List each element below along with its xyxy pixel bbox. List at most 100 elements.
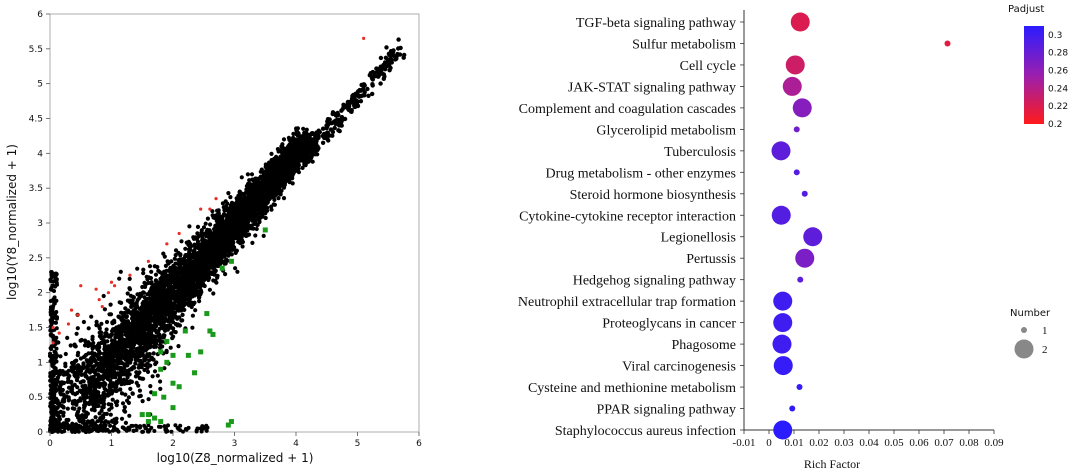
- nosig-point: [107, 312, 112, 317]
- nosig-point: [254, 226, 259, 232]
- nosig-point: [207, 287, 212, 292]
- nosig-point: [215, 275, 220, 280]
- nosig-point: [214, 280, 219, 285]
- nosig-point: [61, 413, 66, 418]
- nosig-point: [96, 341, 101, 346]
- nosig-point: [118, 387, 123, 392]
- nosig-point: [209, 248, 214, 253]
- nosig-point: [78, 338, 83, 343]
- nosig-point: [104, 355, 109, 360]
- nosig-point: [144, 344, 149, 349]
- nosig-point: [76, 415, 81, 420]
- nosig-point: [201, 225, 207, 230]
- nosig-point: [290, 181, 295, 186]
- nosig-point: [161, 275, 166, 280]
- nosig-point: [242, 225, 247, 230]
- nosig-point: [102, 307, 107, 312]
- nosig-point: [232, 215, 237, 221]
- nosig-point: [154, 279, 159, 284]
- nosig-point: [178, 266, 183, 271]
- nosig-point: [138, 291, 143, 296]
- nosig-point: [108, 370, 113, 375]
- nosig-point: [98, 332, 103, 337]
- nosig-point: [75, 326, 80, 331]
- nosig-point: [76, 429, 81, 434]
- nosig-point: [157, 336, 162, 341]
- nosig-point: [104, 327, 109, 332]
- nosig-point: [81, 418, 86, 423]
- nosig-point: [141, 271, 146, 276]
- nosig-point: [75, 411, 80, 416]
- nosig-point: [238, 233, 243, 238]
- nosig-point: [104, 362, 109, 367]
- nosig-point: [162, 328, 168, 333]
- nosig-point: [114, 403, 119, 408]
- nosig-point: [166, 286, 172, 291]
- nosig-point: [71, 361, 76, 366]
- nosig-point: [196, 293, 201, 298]
- nosig-point: [191, 272, 196, 277]
- nosig-point: [130, 349, 135, 354]
- nosig-point: [139, 310, 144, 315]
- nosig-point: [170, 320, 176, 325]
- nosig-point: [71, 401, 76, 406]
- nosig-point: [144, 340, 149, 345]
- nosig-point: [127, 380, 132, 386]
- nosig-point: [301, 126, 306, 131]
- nosig-point: [271, 202, 276, 207]
- nosig-point: [219, 235, 224, 240]
- nosig-point: [117, 315, 122, 320]
- nosig-point: [139, 361, 144, 366]
- nosig-point: [106, 420, 111, 425]
- nosig-point: [71, 367, 76, 372]
- nosig-point: [239, 175, 244, 180]
- nosig-point: [179, 318, 184, 323]
- nosig-point: [170, 316, 176, 321]
- nosig-point: [125, 291, 130, 296]
- nosig-point: [89, 314, 94, 319]
- nosig-point: [86, 351, 91, 356]
- nosig-point: [130, 354, 136, 359]
- nosig-point: [180, 292, 185, 297]
- nosig-point: [123, 392, 128, 397]
- nosig-point: [145, 369, 151, 374]
- nosig-point: [289, 155, 294, 160]
- nosig-point: [87, 360, 93, 365]
- nosig-point: [285, 163, 290, 169]
- nosig-point: [115, 334, 120, 339]
- nosig-point: [162, 366, 167, 371]
- nosig-point: [257, 204, 262, 209]
- nosig-point: [147, 358, 152, 363]
- nosig-point: [190, 325, 195, 330]
- nosig-point: [105, 393, 111, 398]
- nosig-point: [121, 342, 126, 347]
- nosig-point: [158, 379, 163, 384]
- nosig-point: [58, 354, 63, 359]
- nosig-point: [122, 338, 127, 343]
- nosig-point: [177, 270, 182, 275]
- nosig-point: [304, 160, 310, 165]
- nosig-point: [78, 398, 83, 403]
- nosig-point: [164, 350, 169, 355]
- nosig-point: [149, 269, 154, 274]
- nosig-point: [233, 220, 238, 225]
- nosig-point: [65, 335, 70, 340]
- nosig-point: [82, 395, 87, 400]
- nosig-point: [136, 365, 141, 370]
- nosig-point: [291, 162, 296, 167]
- nosig-point: [102, 372, 107, 377]
- nosig-point: [65, 390, 70, 395]
- nosig-point: [265, 189, 270, 195]
- nosig-point: [192, 293, 197, 298]
- nosig-point: [275, 175, 280, 180]
- nosig-point: [199, 278, 204, 283]
- nosig-point: [134, 355, 139, 360]
- nosig-point: [233, 248, 239, 253]
- nosig-point: [250, 240, 255, 245]
- nosig-point: [105, 339, 110, 344]
- nosig-point: [202, 252, 207, 257]
- nosig-point: [110, 320, 115, 325]
- nosig-point: [101, 398, 106, 403]
- nosig-point: [136, 318, 141, 323]
- nosig-point: [76, 350, 81, 355]
